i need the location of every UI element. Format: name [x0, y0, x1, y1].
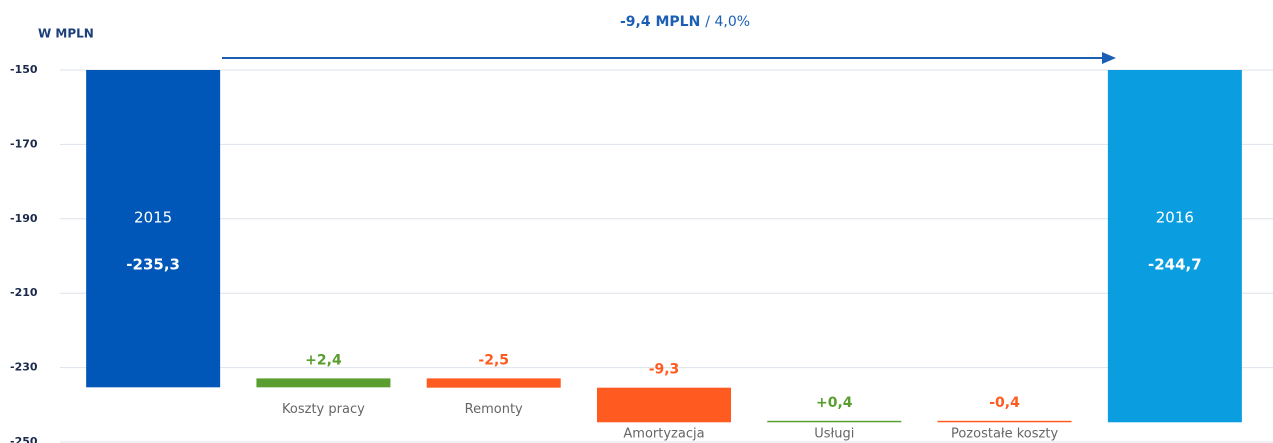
y-tick-label: -170: [10, 137, 38, 150]
category-label: Koszty pracy: [282, 402, 365, 417]
value-label: -9,3: [649, 362, 680, 378]
y-tick-label: -210: [10, 286, 38, 299]
annotation-percent: / 4,0%: [705, 14, 750, 30]
category-label: 2015: [134, 209, 172, 227]
y-tick-label: -190: [10, 212, 38, 225]
total-bar: [1107, 70, 1242, 423]
delta-bar: [426, 378, 561, 388]
delta-bar: [256, 378, 391, 388]
category-label: Usługi: [814, 427, 854, 442]
category-label: Pozostałe koszty: [951, 427, 1058, 442]
value-label: -2,5: [478, 352, 509, 368]
total-bar: [86, 70, 221, 388]
category-label: Remonty: [465, 402, 523, 417]
delta-bar: [597, 387, 731, 423]
y-tick-label: -150: [10, 63, 38, 76]
category-label: 2016: [1156, 209, 1194, 227]
annotation: -9,4 MPLN / 4,0%: [620, 14, 750, 30]
value-label: -0,4: [989, 395, 1020, 411]
y-tick-label: -250: [10, 435, 38, 443]
annotation-change: -9,4 MPLN: [620, 14, 700, 30]
value-label: +2,4: [305, 352, 342, 368]
delta-bar: [937, 420, 1072, 423]
value-label: -235,3: [126, 256, 180, 274]
value-label: -244,7: [1148, 256, 1202, 274]
y-axis-label: W MPLN: [38, 27, 94, 41]
category-label: Amortyzacja: [623, 427, 704, 442]
value-label: +0,4: [816, 395, 853, 411]
y-tick-label: -230: [10, 361, 38, 374]
delta-bar: [767, 420, 902, 423]
arrow-head: [1102, 52, 1116, 64]
